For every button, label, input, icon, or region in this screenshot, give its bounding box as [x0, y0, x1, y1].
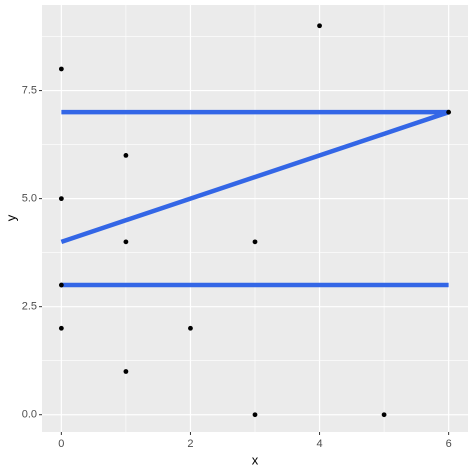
x-tick-label: 0 [58, 438, 64, 450]
x-tick-label: 2 [187, 438, 193, 450]
y-tick-label: 5.0 [22, 193, 37, 205]
point [252, 412, 258, 418]
x-tick-label: 6 [446, 438, 452, 450]
point [123, 153, 129, 158]
y-tick-label: 0.0 [22, 409, 37, 421]
y-tick-label: 7.5 [22, 84, 37, 96]
point [123, 239, 129, 245]
point [58, 66, 64, 72]
point [58, 196, 64, 202]
point [317, 23, 322, 29]
y-tick-label: 2.5 [22, 301, 37, 313]
point [123, 369, 129, 374]
point [58, 325, 64, 331]
y-axis-title: y [3, 214, 18, 221]
x-tick-label: 4 [316, 438, 322, 450]
point [446, 109, 452, 115]
point [252, 239, 258, 245]
x-axis-title: x [252, 452, 259, 467]
point [381, 412, 387, 418]
point [188, 325, 193, 331]
point [58, 282, 64, 288]
